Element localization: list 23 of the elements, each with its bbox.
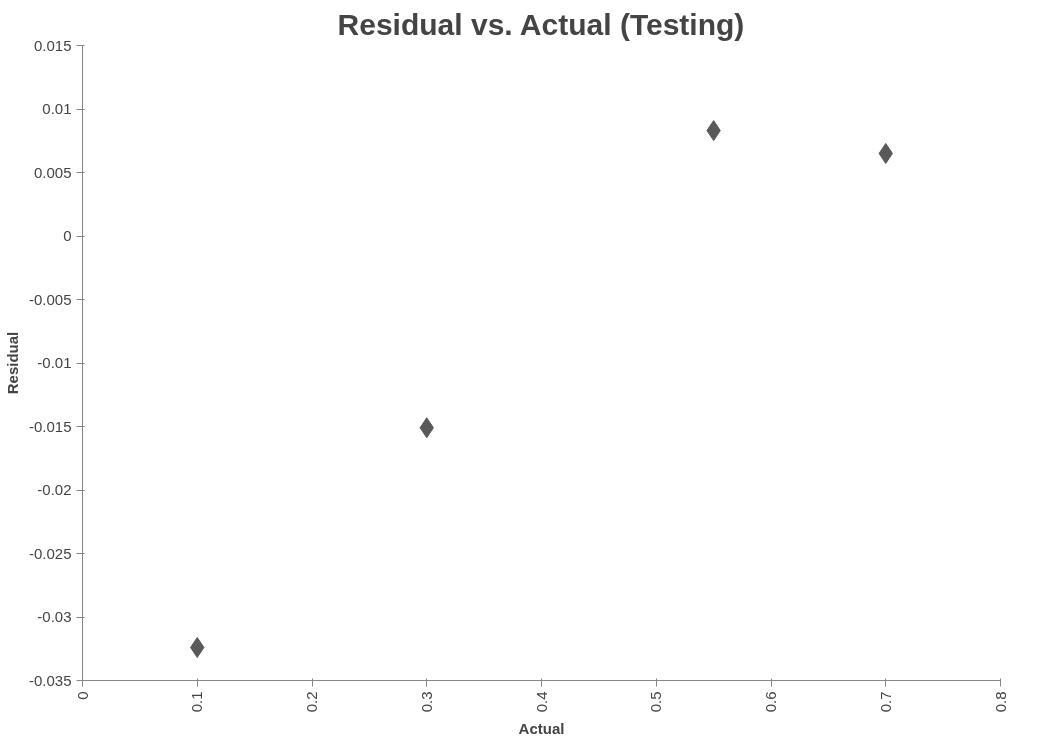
- x-axis-title: Actual: [518, 720, 565, 738]
- x-tick-label: 0.8: [991, 691, 1009, 713]
- chart-title: Residual vs. Actual (Testing): [337, 7, 745, 41]
- y-tick-label: 0.005: [33, 163, 72, 181]
- y-tick-label: 0.015: [33, 36, 72, 54]
- x-tick-label: 0: [73, 691, 91, 700]
- y-tick-label: -0.015: [28, 417, 72, 435]
- y-tick-label: 0.01: [42, 100, 72, 117]
- x-tick-label: 0.2: [303, 691, 320, 713]
- x-tick-label: 0.4: [532, 691, 550, 713]
- y-tick-label: 0: [63, 227, 72, 244]
- y-tick-label: -0.025: [28, 544, 72, 562]
- y-tick-label: -0.03: [37, 608, 72, 625]
- x-tick-label: 0.3: [417, 691, 435, 713]
- y-tick-label: -0.035: [28, 671, 72, 689]
- y-axis-title: Residual: [3, 331, 21, 395]
- x-tick-label: 0.6: [762, 691, 779, 713]
- y-tick-label: -0.005: [28, 290, 72, 308]
- x-tick-label: 0.1: [188, 691, 206, 713]
- y-tick-label: -0.02: [37, 481, 72, 498]
- y-tick-label: -0.01: [37, 354, 72, 371]
- x-tick-label: 0.7: [876, 691, 894, 713]
- x-tick-label: 0.5: [647, 691, 665, 713]
